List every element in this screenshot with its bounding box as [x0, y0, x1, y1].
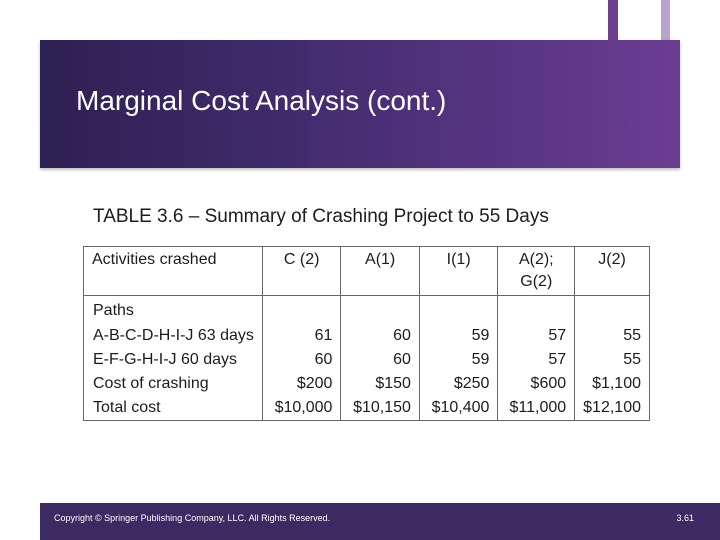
- table-cell: $11,000: [497, 396, 576, 421]
- row-label: Paths: [83, 295, 263, 324]
- table-cell: 59: [418, 348, 499, 372]
- table-cell: $10,000: [261, 396, 342, 421]
- decorative-bar-dark: [608, 0, 618, 40]
- header-column: A(2); G(2): [497, 246, 576, 296]
- table-cell: [497, 295, 576, 324]
- table-cell: [340, 295, 420, 324]
- table-cell: [574, 295, 650, 324]
- table-cell: $1,100: [574, 372, 650, 396]
- footer-bar: [40, 503, 720, 540]
- table-cell: $600: [497, 372, 576, 396]
- table-cell: 59: [418, 324, 499, 348]
- header-column: I(1): [418, 246, 499, 296]
- table-row: Total cost $10,000 $10,150 $10,400 $11,0…: [83, 396, 650, 421]
- table-cell: 57: [497, 324, 576, 348]
- page-number: 3.61: [676, 513, 694, 523]
- table-cell: 55: [574, 348, 650, 372]
- table-header-row: Activities crashed C (2) A(1) I(1) A(2);…: [83, 246, 650, 296]
- header-column: J(2): [574, 246, 650, 296]
- table-row: E-F-G-H-I-J 60 days 60 60 59 57 55: [83, 348, 650, 372]
- crashing-summary-table: Activities crashed C (2) A(1) I(1) A(2);…: [83, 246, 650, 421]
- table-cell: 55: [574, 324, 650, 348]
- table-cell: 60: [340, 348, 420, 372]
- header-activities-crashed: Activities crashed: [83, 246, 263, 296]
- decorative-bar-light: [661, 0, 670, 40]
- slide-title: Marginal Cost Analysis (cont.): [76, 85, 447, 116]
- table-cell: $250: [418, 372, 499, 396]
- row-label: E-F-G-H-I-J 60 days: [83, 348, 263, 372]
- header-column: A(1): [340, 246, 420, 296]
- table-row: Cost of crashing $200 $150 $250 $600 $1,…: [83, 372, 650, 396]
- table-cell: 61: [261, 324, 342, 348]
- table-cell: [418, 295, 499, 324]
- row-label: Total cost: [83, 396, 263, 421]
- row-label: A-B-C-D-H-I-J 63 days: [83, 324, 263, 348]
- table-row-paths: Paths: [83, 295, 650, 324]
- table-row: A-B-C-D-H-I-J 63 days 61 60 59 57 55: [83, 324, 650, 348]
- table-cell: $12,100: [574, 396, 650, 421]
- table-cell: 60: [261, 348, 342, 372]
- title-band: Marginal Cost Analysis (cont.): [40, 40, 680, 168]
- table-caption: TABLE 3.6 – Summary of Crashing Project …: [93, 206, 549, 227]
- copyright-text: Copyright © Springer Publishing Company,…: [54, 513, 331, 523]
- row-label: Cost of crashing: [83, 372, 263, 396]
- table-cell: $10,400: [418, 396, 499, 421]
- table-cell: [261, 295, 342, 324]
- table-cell: $150: [340, 372, 420, 396]
- table-cell: $10,150: [340, 396, 420, 421]
- table-cell: 57: [497, 348, 576, 372]
- table-cell: $200: [261, 372, 342, 396]
- header-column: C (2): [261, 246, 342, 296]
- table-cell: 60: [340, 324, 420, 348]
